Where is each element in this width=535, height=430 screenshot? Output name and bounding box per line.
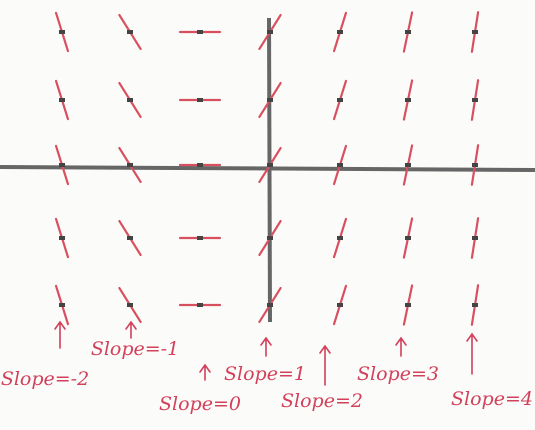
- grid-point: [267, 236, 273, 240]
- grid-point: [267, 30, 273, 34]
- grid-point: [127, 30, 133, 34]
- grid-point: [337, 98, 343, 102]
- grid-point: [472, 163, 478, 167]
- arrow: [126, 322, 136, 338]
- grid-point: [267, 163, 273, 167]
- arrow: [320, 346, 330, 385]
- grid-point: [59, 163, 65, 167]
- y-axis: [269, 18, 270, 322]
- grid-point: [472, 303, 478, 307]
- arrow: [55, 322, 65, 348]
- grid-point: [337, 236, 343, 240]
- grid-point: [197, 163, 203, 167]
- slope-label: Slope=2: [281, 390, 363, 412]
- grid-point: [127, 163, 133, 167]
- grid-point: [267, 98, 273, 102]
- arrow: [261, 338, 271, 356]
- grid-point: [127, 303, 133, 307]
- slope-label: Slope=4: [451, 388, 533, 410]
- grid-point: [337, 30, 343, 34]
- grid-point: [127, 236, 133, 240]
- grid-point: [197, 303, 203, 307]
- grid-point: [267, 303, 273, 307]
- grid-point: [197, 30, 203, 34]
- slope-field: Slope=-2Slope=-1 Slope=0 Slope=1 Slope=2 Slo…: [0, 0, 535, 430]
- grid-point: [472, 236, 478, 240]
- grid-point: [405, 30, 411, 34]
- slope-label: Slope=1: [224, 363, 306, 385]
- grid-point: [127, 98, 133, 102]
- arrow: [467, 334, 477, 374]
- slope-label: Slope=0: [159, 393, 241, 415]
- grid-point: [59, 236, 65, 240]
- grid-point: [337, 163, 343, 167]
- slope-label: Slope=-2: [1, 368, 89, 390]
- grid-point: [59, 98, 65, 102]
- grid-point: [405, 303, 411, 307]
- slope-label: Slope=3: [357, 363, 439, 385]
- slope-label: Slope=-1: [91, 338, 179, 360]
- grid-point: [472, 98, 478, 102]
- arrow: [396, 338, 406, 356]
- arrow: [200, 365, 210, 380]
- grid-point: [197, 236, 203, 240]
- grid-point: [405, 163, 411, 167]
- grid-point: [59, 303, 65, 307]
- grid-point: [405, 98, 411, 102]
- grid-point: [197, 98, 203, 102]
- grid-point: [337, 303, 343, 307]
- grid-point: [405, 236, 411, 240]
- grid-point: [59, 30, 65, 34]
- grid-point: [472, 30, 478, 34]
